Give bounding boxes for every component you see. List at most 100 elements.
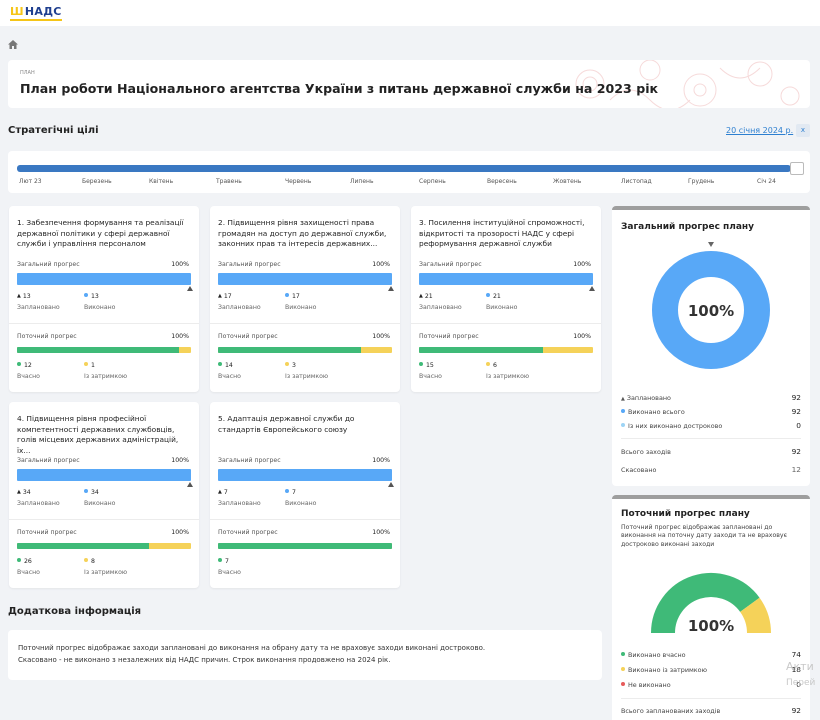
timeline-month: Жовтень <box>553 178 582 185</box>
close-date-button[interactable]: x <box>796 124 810 137</box>
current-progress-label: Поточний прогрес <box>218 529 278 536</box>
overall-progress-percent: 100% <box>372 261 390 268</box>
timeline-month: Січ 24 <box>757 178 776 185</box>
divider <box>9 519 199 520</box>
gauge-value: 100% <box>688 617 734 635</box>
timeline-month: Липень <box>350 178 374 185</box>
done-label: Виконано <box>285 500 317 507</box>
additional-info-box: Поточний прогрес відображає заходи запла… <box>8 630 602 680</box>
nads-logo[interactable]: ШНАДС <box>10 5 62 21</box>
timeline-month: Серпень <box>419 178 446 185</box>
goal-title: 5. Адаптація державної служби до стандар… <box>218 414 355 434</box>
timeline: Лют 23 Березень Квітень Травень Червень … <box>8 151 810 193</box>
target-marker-icon <box>187 286 193 291</box>
overall-progress-percent: 100% <box>171 261 189 268</box>
goal-title: 2. Підвищення рівня захищеності права гр… <box>218 218 387 249</box>
overall-progress-percent: 100% <box>171 457 189 464</box>
timeline-month: Червень <box>285 178 312 185</box>
overall-progress-percent: 100% <box>573 261 591 268</box>
planned-count: ▲ 7 <box>218 489 228 496</box>
divider <box>411 323 601 324</box>
divider <box>621 698 801 699</box>
activation-watermark: Перей <box>786 678 816 688</box>
goal-card-1[interactable]: 1. Забезпечення формування та реалізації… <box>9 206 199 392</box>
delayed-count: 3 <box>285 362 296 369</box>
overall-progress-panel: Загальний прогрес плану 100% ▲ Запланова… <box>612 206 810 486</box>
donut-value: 100% <box>688 302 734 320</box>
timeline-bar[interactable] <box>17 165 791 172</box>
plan-header: ПЛАН План роботи Національного агентства… <box>8 60 810 108</box>
cancelled-measures: Скасовано 12 <box>621 465 801 474</box>
done-count: 17 <box>285 293 300 300</box>
current-progress-bar <box>17 347 191 353</box>
home-icon[interactable] <box>8 40 18 49</box>
target-marker-icon <box>388 286 394 291</box>
logo-text: НАДС <box>24 5 62 18</box>
planned-label: Заплановано <box>17 304 60 311</box>
current-progress-label: Поточний прогрес <box>218 333 278 340</box>
current-progress-label: Поточний прогрес <box>17 333 77 340</box>
ontime-label: Вчасно <box>17 569 40 576</box>
timeline-handle[interactable] <box>790 162 804 175</box>
timeline-month: Березень <box>82 178 112 185</box>
current-progress-label: Поточний прогрес <box>419 333 479 340</box>
current-progress-bar <box>419 347 593 353</box>
plan-kind: ПЛАН <box>20 70 35 76</box>
ontime-count: 7 <box>218 558 229 565</box>
ontime-label: Вчасно <box>419 373 442 380</box>
legend-done-early: Із них виконано достроково 0 <box>621 421 801 430</box>
current-progress-percent: 100% <box>171 333 189 340</box>
legend-not-done: Не виконано 0 <box>621 680 801 689</box>
delayed-count: 1 <box>84 362 95 369</box>
done-label: Виконано <box>486 304 518 311</box>
activation-watermark: Акти <box>786 660 814 673</box>
planned-label: Заплановано <box>17 500 60 507</box>
planned-count: ▲ 21 <box>419 293 433 300</box>
overall-progress-bar <box>419 273 593 285</box>
current-progress-percent: 100% <box>372 529 390 536</box>
planned-count: ▲ 17 <box>218 293 232 300</box>
overall-progress-bar <box>17 273 191 285</box>
overall-progress-label: Загальний прогрес <box>218 261 281 268</box>
legend-done-total: Виконано всього 92 <box>621 407 801 416</box>
current-progress-bar <box>218 543 392 549</box>
current-progress-bar <box>218 347 392 353</box>
planned-count: ▲ 13 <box>17 293 31 300</box>
timeline-month: Грудень <box>688 178 715 185</box>
header-decoration <box>575 60 800 108</box>
timeline-month: Листопад <box>621 178 652 185</box>
overall-panel-title: Загальний прогрес плану <box>621 222 755 232</box>
overall-progress-label: Загальний прогрес <box>17 261 80 268</box>
planned-label: Заплановано <box>218 304 261 311</box>
done-count: 13 <box>84 293 99 300</box>
top-bar: ШНАДС <box>0 0 820 26</box>
done-count: 21 <box>486 293 501 300</box>
goal-card-3[interactable]: 3. Посилення інституційної спроможності,… <box>411 206 601 392</box>
delayed-label: Із затримкою <box>285 373 329 380</box>
overall-progress-bar <box>218 469 392 481</box>
target-marker-icon <box>187 482 193 487</box>
timeline-month: Лют 23 <box>19 178 42 185</box>
current-panel-description: Поточний прогрес відображає заплановані … <box>621 524 787 548</box>
goal-card-5[interactable]: 5. Адаптація державної служби до стандар… <box>210 402 400 588</box>
legend-ontime: Виконано вчасно 74 <box>621 650 801 659</box>
overall-progress-bar <box>218 273 392 285</box>
ontime-label: Вчасно <box>17 373 40 380</box>
ontime-segment <box>218 347 361 353</box>
gauge-ontime-arc <box>651 573 760 634</box>
ontime-count: 14 <box>218 362 233 369</box>
ontime-label: Вчасно <box>218 373 241 380</box>
current-progress-percent: 100% <box>372 333 390 340</box>
timeline-month: Вересень <box>487 178 517 185</box>
overall-progress-percent: 100% <box>372 457 390 464</box>
goal-card-2[interactable]: 2. Підвищення рівня захищеності права гр… <box>210 206 400 392</box>
total-measures: Всього заходів 92 <box>621 447 801 456</box>
date-link[interactable]: 20 січня 2024 р. <box>726 126 794 135</box>
goal-card-4[interactable]: 4. Підвищення рівня професійної компетен… <box>9 402 199 588</box>
timeline-month: Квітень <box>149 178 174 185</box>
delayed-count: 6 <box>486 362 497 369</box>
overall-donut: 100% <box>652 251 770 369</box>
done-label: Виконано <box>84 500 116 507</box>
target-marker-icon <box>388 482 394 487</box>
info-line: Скасовано - не виконано з незалежних від… <box>18 656 391 664</box>
